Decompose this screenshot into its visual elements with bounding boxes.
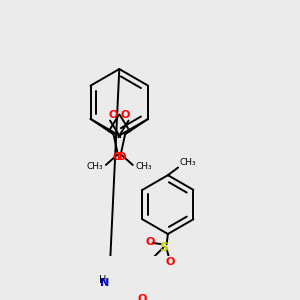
Text: O: O [166,256,175,267]
Text: H: H [99,275,106,285]
Text: CH₃: CH₃ [135,162,152,171]
Text: O: O [117,152,126,162]
Text: O: O [109,110,118,120]
Text: O: O [145,237,155,247]
Text: CH₃: CH₃ [179,158,196,167]
Text: O: O [113,152,122,162]
Text: N: N [100,278,109,288]
Text: O: O [138,294,147,300]
Text: O: O [120,110,130,120]
Text: CH₃: CH₃ [87,162,103,171]
Text: S: S [159,241,168,254]
